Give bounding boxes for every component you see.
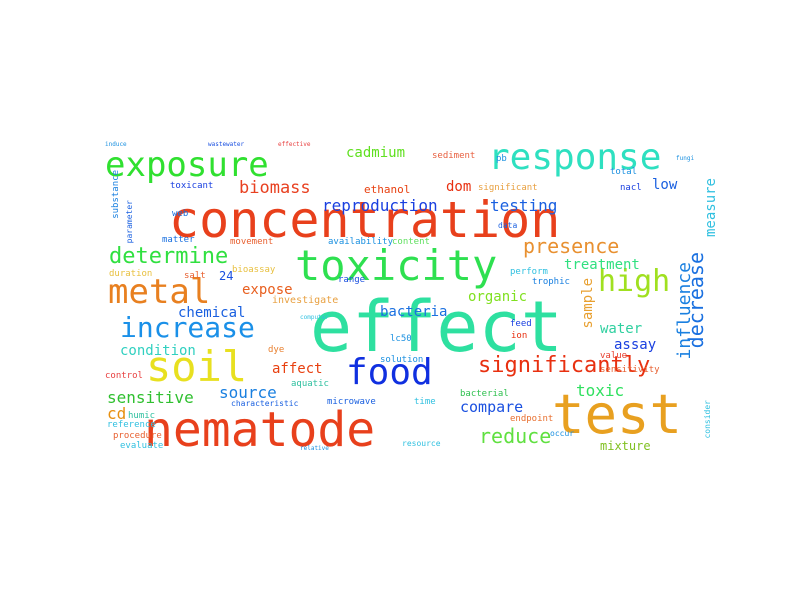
word-effective: effective bbox=[278, 141, 311, 148]
word-nacl: nacl bbox=[620, 183, 642, 193]
word-perform: perform bbox=[510, 267, 548, 277]
word-investigate: investigate bbox=[272, 295, 339, 306]
word-availability: availability bbox=[328, 237, 394, 247]
word-evaluate: evaluate bbox=[120, 441, 164, 451]
word-toxicity: toxicity bbox=[295, 241, 498, 290]
word-testing: testing bbox=[490, 196, 558, 215]
word-treatment: treatment bbox=[564, 257, 640, 273]
word-cadmium: cadmium bbox=[346, 145, 406, 161]
word-low: low bbox=[652, 177, 678, 193]
word-humic: humic bbox=[128, 411, 156, 421]
word-web: web bbox=[172, 209, 189, 219]
word-bioassay: bioassay bbox=[232, 265, 276, 275]
word-time: time bbox=[414, 397, 436, 407]
word-sensitivity: sensitivity bbox=[600, 365, 660, 375]
word-aquatic: aquatic bbox=[291, 379, 329, 389]
word-cd: cd bbox=[107, 404, 127, 423]
word-salt: salt bbox=[184, 271, 206, 281]
word-cloud: concentration effect test nematode toxic… bbox=[100, 137, 719, 458]
word-measure: measure bbox=[703, 178, 719, 238]
word-bacterial: bacterial bbox=[460, 389, 509, 399]
word-consider: consider bbox=[703, 400, 712, 439]
word-dom: dom bbox=[446, 179, 472, 195]
word-feed: feed bbox=[510, 319, 532, 329]
word-endpoint: endpoint bbox=[510, 414, 554, 424]
word-relative: relative bbox=[300, 445, 329, 452]
word-response: response bbox=[488, 137, 662, 178]
word-reference: reference bbox=[107, 420, 156, 430]
word-value: value bbox=[600, 351, 628, 361]
word-resource: resource bbox=[402, 439, 441, 448]
word-determine: determine bbox=[109, 244, 229, 269]
word-metal: metal bbox=[108, 272, 211, 312]
word-total: total bbox=[610, 167, 638, 177]
word-induce: induce bbox=[105, 141, 127, 148]
word-duration: duration bbox=[109, 269, 153, 279]
word-source: source bbox=[219, 383, 277, 402]
word-toxic: toxic bbox=[576, 381, 625, 400]
word-biomass: biomass bbox=[239, 178, 311, 198]
word-nematode: nematode bbox=[144, 402, 376, 458]
word-high: high bbox=[598, 264, 671, 299]
word-dye: dye bbox=[268, 345, 285, 355]
word-concentration: concentration bbox=[169, 191, 561, 249]
word-parameter: parameter bbox=[125, 200, 134, 244]
word-condition: condition bbox=[120, 343, 196, 359]
word-matter: matter bbox=[162, 235, 195, 245]
word-significant: significant bbox=[478, 183, 538, 193]
word-ion: ion bbox=[511, 331, 528, 341]
word-occur: occur bbox=[550, 429, 575, 438]
word-lc50: lc50 bbox=[390, 334, 412, 344]
word-affect: affect bbox=[272, 361, 323, 377]
word-significantly: significantly bbox=[478, 353, 651, 378]
word-mixture: mixture bbox=[600, 439, 651, 453]
word-fungi: fungi bbox=[676, 155, 695, 162]
word-test: test bbox=[552, 383, 683, 446]
word-expose: expose bbox=[242, 282, 293, 298]
word-control: control bbox=[105, 371, 143, 381]
word-reproduction: reproduction bbox=[322, 196, 438, 215]
word-trophic: trophic bbox=[532, 277, 570, 287]
word-bacteria: bacteria bbox=[380, 304, 448, 320]
word-increase: increase bbox=[120, 311, 255, 344]
word-presence: presence bbox=[523, 234, 620, 258]
word-microwave: microwave bbox=[327, 397, 376, 407]
word-content: content bbox=[392, 237, 430, 247]
word-ethanol: ethanol bbox=[364, 183, 411, 196]
word-compare: compare bbox=[460, 398, 524, 416]
word-assay: assay bbox=[614, 337, 657, 353]
word-characteristic: characteristic bbox=[231, 399, 299, 408]
word-solution: solution bbox=[380, 355, 424, 365]
word-exposure: exposure bbox=[105, 145, 269, 185]
word-24: 24 bbox=[219, 269, 234, 283]
word-computer: computer bbox=[300, 314, 329, 321]
word-pb: pb bbox=[496, 154, 507, 164]
word-organic: organic bbox=[468, 289, 528, 305]
word-wastewater: wastewater bbox=[208, 141, 245, 148]
word-movement: movement bbox=[230, 237, 274, 247]
word-influence: influence bbox=[674, 262, 695, 360]
word-soil: soil bbox=[146, 342, 248, 391]
word-substance: substance bbox=[111, 170, 121, 219]
word-data: data bbox=[498, 221, 518, 230]
word-effect: effect bbox=[310, 286, 563, 368]
word-toxicant: toxicant bbox=[170, 181, 214, 191]
word-sample: sample bbox=[580, 278, 596, 329]
word-range: range bbox=[338, 275, 366, 285]
word-chemical: chemical bbox=[178, 305, 246, 321]
word-procedure: procedure bbox=[113, 431, 162, 441]
word-reduce: reduce bbox=[479, 424, 552, 448]
word-water: water bbox=[600, 321, 643, 337]
word-food: food bbox=[346, 352, 433, 393]
word-sediment: sediment bbox=[432, 151, 476, 161]
word-sensitive: sensitive bbox=[107, 388, 194, 407]
